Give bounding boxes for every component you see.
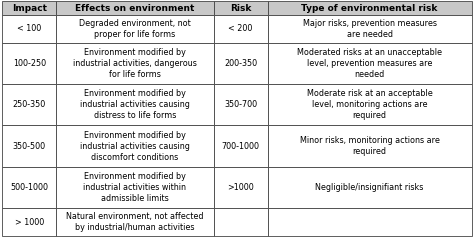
Bar (56, 208, 213, 236)
Bar (213, 125, 267, 167)
Text: Moderated risks at an unacceptable
level, prevention measures are
needed: Moderated risks at an unacceptable level… (297, 48, 442, 79)
Bar (267, 84, 472, 125)
Bar (56, 125, 213, 167)
Bar (56, 167, 213, 208)
Text: 350-700: 350-700 (224, 100, 257, 109)
Text: Moderate risk at an acceptable
level, monitoring actions are
required: Moderate risk at an acceptable level, mo… (307, 89, 432, 120)
Text: 500-1000: 500-1000 (10, 183, 48, 192)
Text: >1000: >1000 (227, 183, 254, 192)
Bar (2, 125, 56, 167)
Bar (267, 125, 472, 167)
Text: Minor risks, monitoring actions are
required: Minor risks, monitoring actions are requ… (300, 136, 439, 156)
Text: 100-250: 100-250 (13, 59, 46, 68)
Text: 700-1000: 700-1000 (221, 141, 260, 150)
Bar (2, 84, 56, 125)
Bar (2, 167, 56, 208)
Text: Environment modified by
industrial activities causing
distress to life forms: Environment modified by industrial activ… (80, 89, 190, 120)
Text: Risk: Risk (230, 4, 251, 13)
Bar (2, 43, 56, 84)
Text: Environment modified by
industrial activities causing
discomfort conditions: Environment modified by industrial activ… (80, 131, 190, 162)
Bar (2, 208, 56, 236)
Bar (213, 167, 267, 208)
Text: 350-500: 350-500 (13, 141, 46, 150)
Text: > 1000: > 1000 (15, 218, 44, 227)
Text: Degraded environment, not
proper for life forms: Degraded environment, not proper for lif… (79, 19, 191, 39)
Text: Effects on environment: Effects on environment (75, 4, 195, 13)
Bar (213, 208, 267, 236)
Bar (56, 1, 213, 15)
Text: Natural environment, not affected
by industrial/human activities: Natural environment, not affected by ind… (66, 212, 204, 232)
Bar (56, 84, 213, 125)
Bar (213, 84, 267, 125)
Text: < 100: < 100 (17, 24, 42, 33)
Bar (267, 167, 472, 208)
Text: Type of environmental risk: Type of environmental risk (301, 4, 438, 13)
Bar (2, 1, 56, 15)
Text: Environment modified by
industrial activities, dangerous
for life forms: Environment modified by industrial activ… (73, 48, 197, 79)
Bar (213, 15, 267, 43)
Bar (56, 43, 213, 84)
Text: < 200: < 200 (228, 24, 253, 33)
Bar (267, 43, 472, 84)
Text: Negligible/insignifiant risks: Negligible/insignifiant risks (315, 183, 424, 192)
Bar (267, 1, 472, 15)
Bar (267, 15, 472, 43)
Bar (213, 1, 267, 15)
Bar (267, 208, 472, 236)
Bar (56, 15, 213, 43)
Bar (213, 43, 267, 84)
Text: 250-350: 250-350 (13, 100, 46, 109)
Text: Major risks, prevention measures
are needed: Major risks, prevention measures are nee… (302, 19, 437, 39)
Bar (2, 15, 56, 43)
Text: Environment modified by
industrial activities within
admissible limits: Environment modified by industrial activ… (83, 172, 186, 203)
Text: 200-350: 200-350 (224, 59, 257, 68)
Text: Impact: Impact (12, 4, 47, 13)
